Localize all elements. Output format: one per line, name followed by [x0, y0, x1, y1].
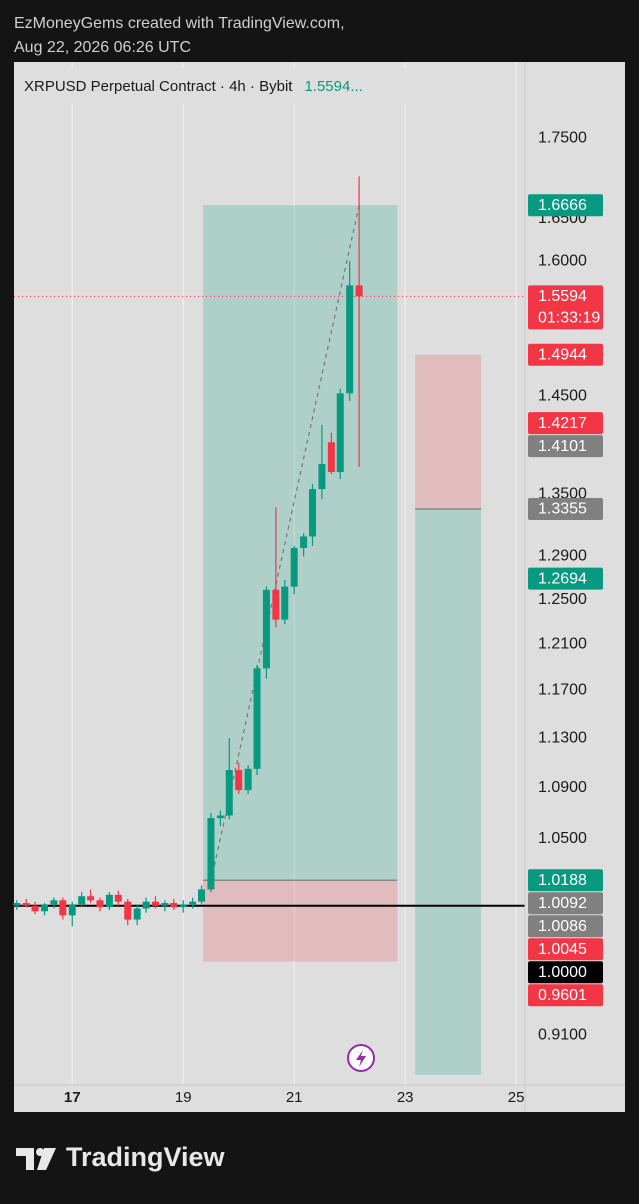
y-tick-label: 1.7500: [538, 129, 587, 146]
y-tick-label: 1.1700: [538, 682, 587, 699]
chart-title: XRPUSD Perpetual Contract · 4h · Bybit: [24, 78, 293, 95]
lightning-icon[interactable]: [347, 1044, 375, 1072]
trend-line: [210, 205, 360, 882]
footer-logo: TradingView: [16, 1142, 226, 1172]
y-tick-label: 0.9100: [538, 1026, 587, 1043]
candle-body: [253, 668, 261, 769]
candle-body: [124, 901, 132, 920]
x-tick-label: 19: [175, 1089, 192, 1106]
price-label: 1.0188: [538, 872, 587, 889]
candle-body: [235, 770, 243, 791]
price-label-bg: [528, 567, 603, 590]
price-label: 0.9601: [538, 987, 587, 1004]
position-stop-zone: [415, 354, 482, 509]
price-label: 1.2694: [538, 570, 587, 587]
y-tick-label: 1.2900: [538, 548, 587, 565]
price-label-bg: [528, 194, 603, 217]
header-line: Aug 22, 2026 06:26 UTC: [14, 39, 191, 56]
price-label: 1.6666: [538, 197, 587, 214]
price-label: 1.0086: [538, 918, 587, 935]
icon-bolt: [356, 1050, 366, 1067]
candle-body: [133, 908, 141, 920]
price-label-bg: [528, 497, 603, 520]
price-label-bg: [528, 412, 603, 435]
candle-body: [22, 903, 30, 906]
candle-body: [96, 900, 104, 908]
candle-body: [207, 818, 215, 890]
price-label-bg: [528, 915, 603, 938]
x-tick-label: 21: [286, 1089, 303, 1106]
candle-body: [142, 901, 150, 909]
y-tick-label: 1.2100: [538, 636, 587, 653]
countdown: 01:33:19: [538, 310, 600, 327]
price-label: 1.3355: [538, 501, 587, 518]
candle-body: [327, 442, 335, 472]
price-label: 1.4944: [538, 346, 587, 363]
candle-body: [87, 896, 95, 901]
candle-body: [170, 903, 178, 908]
price-label-bg: [528, 892, 603, 915]
position-target-zone: [415, 508, 482, 1075]
candle-body: [272, 589, 280, 620]
candle-body: [281, 586, 289, 620]
price-label-bg: [528, 285, 603, 330]
candle-body: [13, 903, 21, 906]
x-tick-label: 25: [508, 1089, 525, 1106]
candle-body: [244, 768, 252, 791]
header-line: EzMoneyGems created with TradingView.com…: [14, 15, 345, 32]
candle-body: [189, 901, 197, 905]
y-tick-label: 1.2500: [538, 591, 587, 608]
legend-bg: [14, 68, 514, 104]
candle-body: [41, 904, 49, 912]
candle-body: [290, 548, 298, 587]
price-label: 1.0092: [538, 895, 587, 912]
candle-body: [50, 900, 58, 905]
candle-body: [105, 894, 113, 908]
brand: TradingView: [66, 1142, 226, 1172]
x-tick-label: 17: [64, 1089, 81, 1106]
candle-body: [225, 770, 233, 816]
candle-body: [216, 815, 224, 819]
candle-body: [262, 589, 270, 669]
price-label: 1.4101: [538, 438, 587, 455]
candle-body: [318, 464, 326, 490]
price-label-bg: [528, 938, 603, 961]
x-tick-label: 23: [397, 1089, 414, 1106]
candle-body: [161, 903, 169, 906]
candle-body: [59, 900, 67, 916]
position-stop-zone: [203, 880, 398, 962]
candle-body: [346, 285, 354, 394]
candle-body: [151, 901, 159, 906]
candle-body: [31, 905, 39, 912]
price-label: 1.4217: [538, 415, 587, 432]
y-tick-label: 1.4500: [538, 387, 587, 404]
price-label: 1.0045: [538, 941, 587, 958]
candle-body: [179, 904, 187, 908]
price-label-bg: [528, 343, 603, 366]
candle-body: [198, 889, 206, 902]
y-tick-label: 1.6000: [538, 252, 587, 269]
y-tick-label: 1.0500: [538, 830, 587, 847]
price-label: 1.5594: [538, 288, 587, 305]
logo-mark: [16, 1148, 56, 1170]
plot: [13, 62, 525, 1085]
candle-body: [355, 285, 363, 297]
candle-body: [68, 904, 76, 916]
price-label-bg: [528, 961, 603, 984]
candle-body: [308, 489, 316, 537]
candle-body: [336, 393, 344, 472]
price-label-bg: [528, 435, 603, 458]
candle-body: [114, 894, 122, 902]
legend-price: 1.5594...: [304, 78, 362, 95]
price-label: 1.0000: [538, 964, 587, 981]
chart-panel: [14, 62, 625, 1112]
price-label-bg: [528, 869, 603, 892]
candle-body: [78, 896, 86, 905]
y-tick-label: 1.0900: [538, 779, 587, 796]
price-label-bg: [528, 984, 603, 1007]
candle-body: [300, 536, 308, 549]
y-tick-label: 1.1300: [538, 729, 587, 746]
